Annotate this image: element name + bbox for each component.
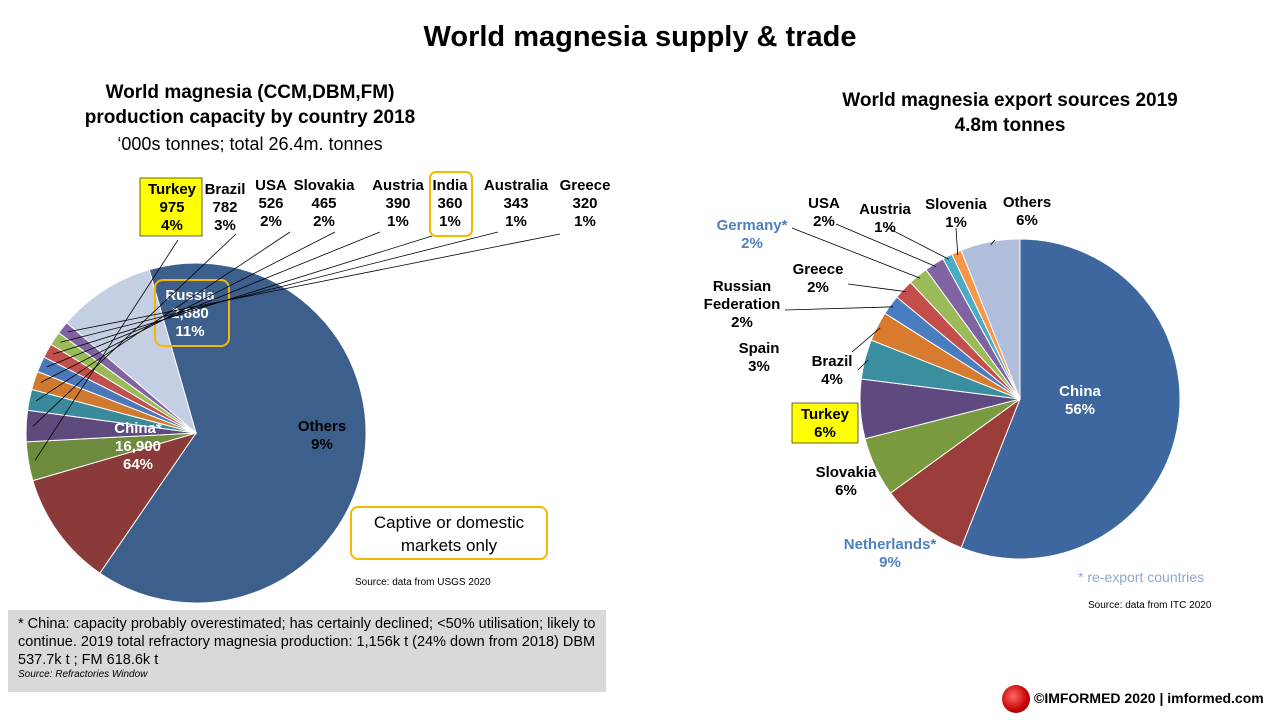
chart-labels: China* 16,900 64%Russia 2,880 11%Others 9%Tur…	[32, 171, 1101, 571]
label-russia-right: Russian Federation 2%	[704, 278, 781, 331]
label-others-left: Others 9%	[298, 418, 346, 453]
left-chart-title-2: production capacity by country 2018	[84, 107, 416, 128]
label-china: China* 16,900 64%	[114, 420, 162, 473]
label-usa: USA 526 2%	[255, 177, 287, 230]
right-slice-china	[960, 238, 1181, 560]
footnote-source: Source: Refractories Window	[18, 669, 148, 680]
label-slovakia: Slovakia 465 2%	[294, 177, 356, 230]
label-turkey: Turkey 975 4%	[148, 181, 197, 234]
leader-right-usa	[835, 223, 937, 267]
label-greece-right: Greece 2%	[793, 261, 844, 296]
page-title: World magnesia supply & trade	[423, 21, 857, 53]
label-slovenia-right: Slovenia 1%	[925, 196, 987, 231]
label-others-right: Others 6%	[1003, 194, 1051, 229]
leader-slovakia	[40, 231, 336, 383]
leader-right-austria	[887, 227, 949, 260]
russia-highlight	[154, 279, 230, 347]
imformed-logo	[1002, 685, 1030, 713]
right-chart-source: Source: data from ITC 2020	[1088, 600, 1212, 611]
turkey-right-highlight	[791, 402, 859, 444]
footnote-text: * China: capacity probably overestimated…	[18, 616, 596, 668]
label-slovakia-right: Slovakia 6%	[816, 464, 878, 499]
right-slice-others	[960, 238, 1021, 400]
left-slice-china	[99, 262, 367, 604]
captive-note: Captive or domestic markets only	[350, 506, 548, 560]
leader-right-brazil	[857, 359, 869, 371]
left-chart-title-1: World magnesia (CCM,DBM,FM)	[105, 82, 395, 103]
label-netherlands: Netherlands* 9%	[844, 536, 937, 571]
india-highlight	[429, 171, 473, 237]
label-austria-right: Austria 1%	[859, 201, 911, 236]
leader-india	[53, 235, 433, 355]
left-slice-russia	[32, 432, 198, 574]
label-china-right: China 56%	[1059, 383, 1101, 418]
leader-right-germany	[791, 227, 921, 279]
label-india: India 360 1%	[432, 177, 468, 230]
label-australia: Australia 343 1%	[484, 177, 549, 230]
leader-turkey	[34, 239, 179, 461]
leader-greece	[67, 233, 561, 333]
right-chart-title-2: 4.8m tonnes	[954, 115, 1066, 136]
turkey-highlight	[139, 177, 203, 237]
right-pie	[859, 238, 1181, 560]
label-brazil: Brazil 782 3%	[205, 181, 246, 234]
left-chart-subtitle: ‘000s tonnes; total 26.4m. tonnes	[117, 134, 383, 154]
footnote-box: * China: capacity probably overestimated…	[8, 610, 606, 692]
label-spain-right: Spain 3%	[739, 340, 780, 375]
right-chart-title-1: World magnesia export sources 2019	[842, 90, 1178, 111]
leader-right-greece	[847, 283, 906, 293]
label-usa-right: USA 2%	[808, 195, 840, 230]
leader-right-others	[990, 239, 996, 246]
leader-austria	[46, 231, 381, 368]
leader-right-spain	[851, 327, 881, 353]
left-slice-others	[65, 268, 197, 435]
reexport-note: * re-export countries	[1078, 569, 1205, 585]
left-chart-source: Source: data from USGS 2020	[355, 577, 491, 588]
footer: ©IMFORMED 2020 | imformed.com	[1000, 685, 1270, 713]
footer-text: ©IMFORMED 2020 | imformed.com	[1034, 690, 1264, 706]
left-pie	[25, 262, 367, 604]
leader-right-slovenia	[955, 227, 959, 256]
label-germany-right: Germany* 2%	[717, 217, 788, 252]
leader-right-russian-federation	[784, 306, 894, 311]
label-turkey-right: Turkey 6%	[801, 406, 850, 441]
right-slice-netherlands	[889, 397, 1022, 549]
leader-australia	[60, 231, 499, 343]
label-austria: Austria 390 1%	[372, 177, 424, 230]
label-greece: Greece 320 1%	[560, 177, 611, 230]
label-brazil-right: Brazil 4%	[812, 353, 853, 388]
leader-brazil	[32, 233, 237, 427]
